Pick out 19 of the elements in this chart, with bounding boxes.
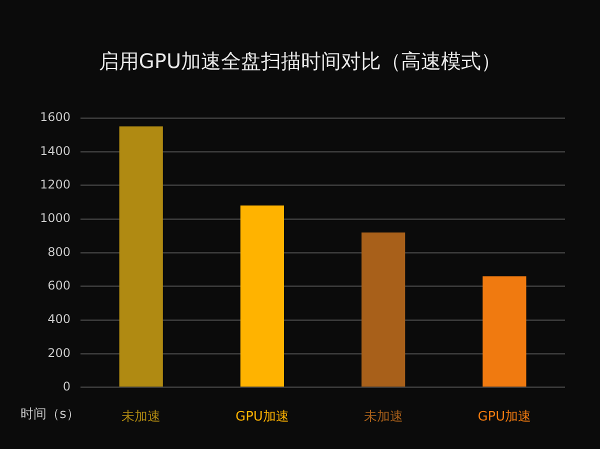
x-tick-label: 未加速 xyxy=(364,410,403,425)
x-tick-label: 未加速 xyxy=(122,410,161,425)
bar xyxy=(362,232,406,387)
y-tick-label: 1200 xyxy=(40,177,71,192)
y-tick-label: 200 xyxy=(48,346,71,360)
y-tick-label: 400 xyxy=(48,312,71,326)
x-tick-label: GPU加速 xyxy=(478,410,532,425)
x-tick-label: GPU加速 xyxy=(235,410,289,425)
y-tick-label: 1400 xyxy=(40,144,71,158)
chart-title: 启用GPU加速全盘扫描时间对比（高速模式） xyxy=(98,48,502,75)
bar xyxy=(119,126,163,387)
y-tick-label: 800 xyxy=(48,244,71,259)
y-tick-label: 0 xyxy=(62,380,71,394)
y-tick-label: 1600 xyxy=(40,110,71,124)
y-axis-title: 时间（s） xyxy=(20,406,80,422)
bar xyxy=(482,276,526,387)
y-tick-label: 1000 xyxy=(40,211,71,226)
y-tick-label: 600 xyxy=(48,278,71,292)
bar xyxy=(240,206,284,387)
